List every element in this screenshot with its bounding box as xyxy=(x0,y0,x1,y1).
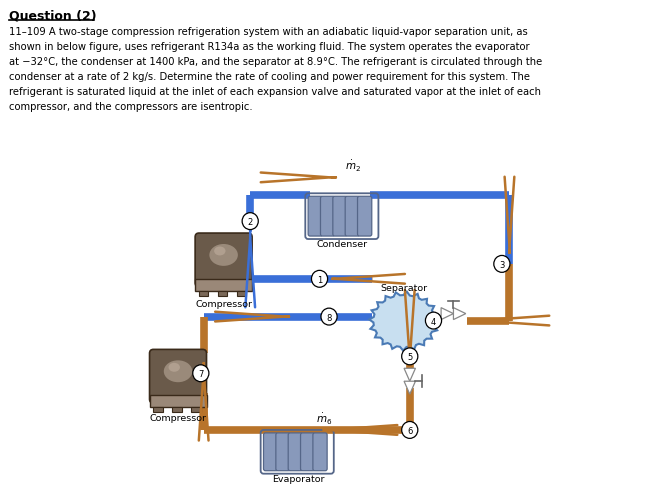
Text: 7: 7 xyxy=(198,369,204,379)
Text: shown in below figure, uses refrigerant R134a as the working fluid. The system o: shown in below figure, uses refrigerant … xyxy=(9,42,530,52)
FancyBboxPatch shape xyxy=(308,197,323,237)
Polygon shape xyxy=(404,368,415,382)
Circle shape xyxy=(193,365,209,382)
Polygon shape xyxy=(404,382,415,394)
Bar xyxy=(153,407,163,412)
Text: 8: 8 xyxy=(327,313,332,322)
Text: at −32°C, the condenser at 1400 kPa, and the separator at 8.9°C. The refrigerant: at −32°C, the condenser at 1400 kPa, and… xyxy=(9,57,542,67)
Text: 6: 6 xyxy=(407,426,413,435)
Ellipse shape xyxy=(214,247,225,256)
FancyBboxPatch shape xyxy=(263,433,278,471)
Bar xyxy=(150,395,206,407)
Bar xyxy=(199,291,208,296)
Text: refrigerant is saturated liquid at the inlet of each expansion valve and saturat: refrigerant is saturated liquid at the i… xyxy=(9,87,541,97)
Ellipse shape xyxy=(210,244,238,266)
Text: 3: 3 xyxy=(499,260,505,269)
Text: $\dot{m}_2$: $\dot{m}_2$ xyxy=(345,159,361,174)
Text: Separator: Separator xyxy=(380,283,428,292)
Circle shape xyxy=(401,422,418,439)
FancyBboxPatch shape xyxy=(195,234,252,287)
Bar xyxy=(237,291,246,296)
Text: 5: 5 xyxy=(407,353,413,362)
Circle shape xyxy=(401,348,418,365)
Text: 1: 1 xyxy=(317,275,322,284)
Circle shape xyxy=(242,213,258,230)
Text: condenser at a rate of 2 kg/s. Determine the rate of cooling and power requireme: condenser at a rate of 2 kg/s. Determine… xyxy=(9,72,530,82)
Circle shape xyxy=(321,308,337,325)
FancyBboxPatch shape xyxy=(300,433,315,471)
Text: compressor, and the compressors are isentropic.: compressor, and the compressors are isen… xyxy=(9,102,252,112)
Polygon shape xyxy=(441,308,453,320)
Text: Question (2): Question (2) xyxy=(9,9,97,22)
Bar xyxy=(172,407,182,412)
Bar xyxy=(218,291,227,296)
Text: Compressor: Compressor xyxy=(150,413,206,422)
FancyBboxPatch shape xyxy=(345,197,359,237)
Ellipse shape xyxy=(164,361,193,383)
Text: Compressor: Compressor xyxy=(195,299,252,308)
Polygon shape xyxy=(453,308,466,320)
FancyBboxPatch shape xyxy=(150,350,206,403)
Text: $\dot{m}_6$: $\dot{m}_6$ xyxy=(316,411,332,426)
Polygon shape xyxy=(369,292,439,351)
Text: Evaporator: Evaporator xyxy=(273,474,325,483)
Circle shape xyxy=(494,256,510,273)
FancyBboxPatch shape xyxy=(288,433,302,471)
Text: 11–109 A two-stage compression refrigeration system with an adiabatic liquid-vap: 11–109 A two-stage compression refrigera… xyxy=(9,27,528,37)
FancyBboxPatch shape xyxy=(313,433,327,471)
Circle shape xyxy=(311,271,328,287)
FancyBboxPatch shape xyxy=(321,197,334,237)
Bar xyxy=(191,407,201,412)
Bar xyxy=(195,279,252,291)
FancyBboxPatch shape xyxy=(276,433,290,471)
Ellipse shape xyxy=(169,363,180,372)
FancyBboxPatch shape xyxy=(333,197,347,237)
Text: 4: 4 xyxy=(431,317,436,326)
Text: 2: 2 xyxy=(248,218,253,226)
Circle shape xyxy=(426,312,442,329)
Text: Condenser: Condenser xyxy=(317,240,368,248)
FancyBboxPatch shape xyxy=(357,197,372,237)
